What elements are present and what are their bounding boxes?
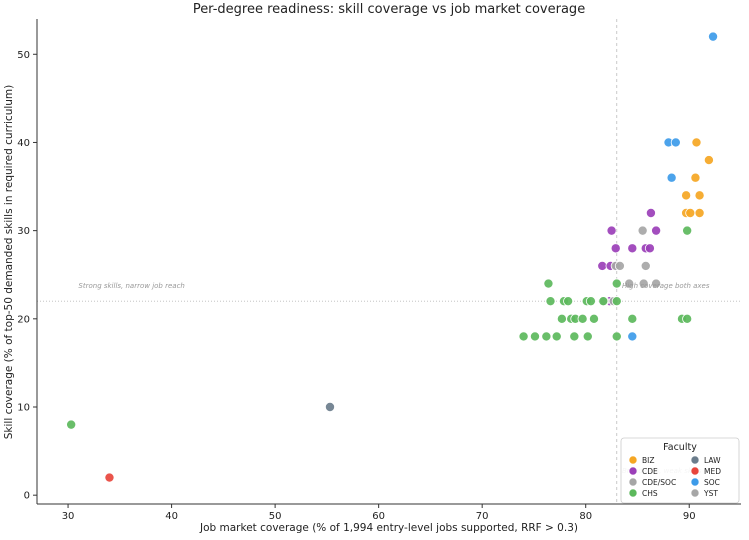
legend-marker [628, 466, 638, 476]
data-point-cde-soc [637, 225, 648, 236]
data-point-chs [577, 313, 588, 324]
x-tick-label: 30 [62, 511, 75, 522]
legend-entry-label: LAW [704, 456, 721, 465]
legend-entry-label: YST [703, 489, 718, 498]
data-point-chs [563, 296, 574, 307]
x-tick-label: 60 [372, 511, 385, 522]
data-point-chs [682, 313, 693, 324]
x-tick-label: 90 [683, 511, 696, 522]
chart-title: Per-degree readiness: skill coverage vs … [193, 2, 585, 17]
y-tick-label: 20 [17, 314, 30, 325]
y-tick-label: 0 [24, 491, 30, 502]
data-point-cde [627, 243, 638, 254]
data-point-soc [708, 31, 719, 42]
legend-marker [690, 455, 700, 465]
x-tick-label: 80 [579, 511, 592, 522]
legend-box [620, 437, 740, 504]
data-point-law [324, 401, 335, 412]
data-point-soc [627, 331, 638, 342]
x-tick-label: 40 [165, 511, 178, 522]
y-tick-label: 30 [17, 226, 30, 237]
data-point-biz [690, 172, 701, 183]
y-tick-label: 50 [17, 50, 30, 61]
legend-marker [690, 488, 700, 498]
legend-entry-label: MED [704, 467, 721, 476]
data-point-chs [627, 313, 638, 324]
data-point-biz [694, 207, 705, 218]
legend-marker [690, 477, 700, 487]
legend-entry-label: SOC [704, 478, 720, 487]
data-point-soc [666, 172, 677, 183]
data-point-biz [694, 190, 705, 201]
y-axis-label: Skill coverage (% of top-50 demanded ski… [3, 85, 15, 440]
annotations: Strong skills, narrow job reach High cove… [78, 282, 709, 475]
legend-entry-label: BIZ [642, 456, 655, 465]
data-point-biz [691, 137, 702, 148]
legend-entry-label: CHS [642, 489, 658, 498]
data-point-chs [588, 313, 599, 324]
data-point-cde [597, 260, 608, 271]
legend-title: Faculty [663, 442, 697, 453]
data-point-cde [644, 243, 655, 254]
data-point-cde [610, 243, 621, 254]
data-point-chs [529, 331, 540, 342]
data-point-chs [682, 225, 693, 236]
data-point-cde-soc [624, 278, 635, 289]
data-point-chs [611, 278, 622, 289]
data-point-chs [611, 331, 622, 342]
annotation-text: Strong skills, narrow job reach [78, 282, 184, 290]
data-point-biz [685, 207, 696, 218]
data-point-chs [518, 331, 529, 342]
reference-lines [37, 19, 741, 504]
data-point-chs [611, 296, 622, 307]
data-point-biz [681, 190, 692, 201]
data-point-chs [569, 331, 580, 342]
data-point-soc [670, 137, 681, 148]
data-point-chs [556, 313, 567, 324]
data-points [66, 31, 719, 483]
y-tick-label: 10 [17, 403, 30, 414]
data-point-chs [582, 331, 593, 342]
legend-entry-label: CDE/SOC [642, 478, 676, 487]
axes [36, 19, 741, 505]
data-point-cde-soc [614, 260, 625, 271]
data-point-cde-soc [638, 278, 649, 289]
data-point-cde [645, 207, 656, 218]
annotation-text: High coverage both axes [622, 282, 710, 290]
x-tick-label: 50 [269, 511, 282, 522]
tick-labels: 30 40 50 60 70 80 90 0 10 20 30 40 50 [17, 50, 695, 522]
legend-marker [690, 466, 700, 476]
legend-marker [628, 477, 638, 487]
data-point-chs [585, 296, 596, 307]
data-point-chs [545, 296, 556, 307]
data-point-chs [541, 331, 552, 342]
legend: Faculty BIZ CDE CDE/SOC CHS LAW MED SOC YST [620, 437, 740, 504]
data-point-cde [606, 225, 617, 236]
legend-marker [628, 455, 638, 465]
data-point-chs [66, 419, 77, 430]
data-point-chs [543, 278, 554, 289]
x-tick-label: 70 [476, 511, 489, 522]
data-point-chs [551, 331, 562, 342]
data-point-med [104, 472, 115, 483]
legend-entry-label: CDE [642, 467, 658, 476]
y-tick-label: 40 [17, 138, 30, 149]
x-axis-label: Job market coverage (% of 1,994 entry-le… [199, 522, 578, 534]
data-point-chs [598, 296, 609, 307]
data-point-cde-soc [651, 278, 662, 289]
data-point-cde [651, 225, 662, 236]
legend-marker [628, 488, 638, 498]
data-point-cde-soc [640, 260, 651, 271]
data-point-biz [703, 155, 714, 166]
